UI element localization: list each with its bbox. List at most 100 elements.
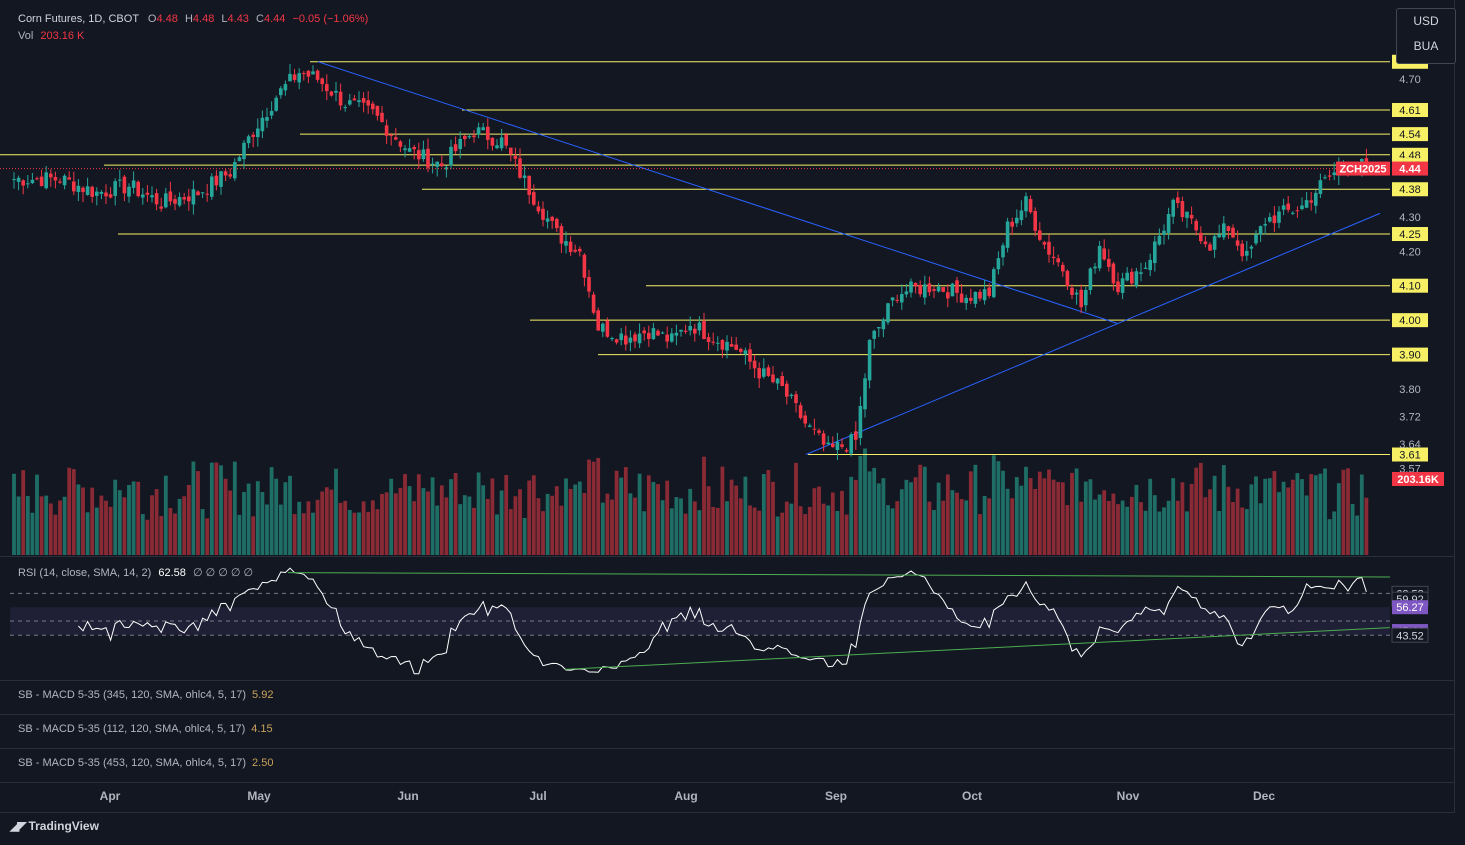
candle-body <box>1194 220 1198 231</box>
volume-bar <box>274 478 279 555</box>
candle-body <box>509 147 513 155</box>
candle <box>1286 196 1290 213</box>
candle <box>748 342 752 370</box>
candle <box>849 432 853 457</box>
candle-body <box>481 127 485 131</box>
unit-label[interactable]: BUA <box>1413 39 1439 53</box>
candle-body <box>1001 245 1005 258</box>
candle-body <box>228 174 232 177</box>
level-tag-text: 3.61 <box>1399 450 1420 462</box>
candle-body <box>53 176 58 181</box>
volume-bar <box>633 497 637 555</box>
candle-body <box>30 179 35 184</box>
volume-bar <box>131 481 136 555</box>
tradingview-logo[interactable]: ◢◤ TradingView <box>10 819 99 833</box>
candle <box>196 190 200 196</box>
candle-body <box>191 189 196 205</box>
candle <box>1139 262 1143 282</box>
candle-body <box>1070 287 1074 295</box>
candle-body <box>1097 245 1102 269</box>
candle-body <box>794 394 798 404</box>
candle-body <box>375 105 380 116</box>
volume-bar <box>692 501 697 555</box>
volume-bar <box>1231 502 1235 555</box>
volume-bar <box>25 496 30 555</box>
candle <box>476 122 481 139</box>
candle-body <box>596 310 600 331</box>
candle <box>1217 224 1221 238</box>
volume-bar <box>508 509 513 555</box>
candle-body <box>200 192 205 194</box>
candle-body <box>265 117 269 121</box>
volume-bar <box>798 506 803 555</box>
currency-label[interactable]: USD <box>1413 14 1439 28</box>
candle <box>665 326 669 349</box>
level-price-tag: 4.00 <box>1392 313 1428 328</box>
candle <box>1074 289 1079 305</box>
candle-body <box>808 425 812 427</box>
candle-body <box>113 181 117 196</box>
volume-bar <box>163 475 168 555</box>
candle-body <box>913 282 918 287</box>
price-tick-label: 4.20 <box>1399 246 1420 258</box>
candle <box>306 69 311 84</box>
candle-body <box>1327 175 1332 177</box>
candle <box>1093 262 1097 274</box>
candle-body <box>104 192 108 197</box>
candle-body <box>1107 258 1111 267</box>
rsi-tag-bg <box>1392 600 1428 615</box>
candle <box>1295 206 1300 218</box>
candle <box>380 106 384 123</box>
candle <box>1056 254 1060 267</box>
volume-bar <box>472 507 476 555</box>
volume-bar <box>255 481 260 555</box>
candle-body <box>21 180 25 186</box>
volume-bar <box>849 476 854 555</box>
candle-body <box>205 193 209 195</box>
candle <box>1254 230 1258 246</box>
candle-body <box>803 415 807 424</box>
candle <box>274 95 278 112</box>
volume-bar <box>541 511 545 555</box>
currency-unit-selector[interactable]: USD BUA <box>1396 8 1456 64</box>
candle <box>831 436 835 448</box>
volume-bar <box>752 507 757 555</box>
candle-body <box>1176 197 1180 204</box>
candle-body <box>403 148 407 151</box>
candle <box>444 165 449 178</box>
candle <box>30 172 35 185</box>
candle <box>936 283 941 293</box>
candle-body <box>58 181 62 183</box>
rsi-value-tag: 43.52 <box>1391 627 1429 643</box>
volume-bar <box>1019 485 1024 555</box>
candle <box>550 215 554 229</box>
candle <box>1263 217 1267 235</box>
candle-body <box>982 289 987 301</box>
candle <box>854 421 858 450</box>
volume-tag-bg <box>1392 472 1444 486</box>
volume-bar <box>1083 481 1088 555</box>
volume-bar <box>1102 490 1107 555</box>
volume-bar <box>30 512 35 555</box>
candle-body <box>1051 256 1056 259</box>
volume-bar <box>991 455 996 555</box>
candle-body <box>1258 226 1263 235</box>
candle <box>1268 212 1272 223</box>
candle <box>1222 215 1226 241</box>
candle-body <box>573 249 577 252</box>
candle-body <box>1318 180 1323 194</box>
level-tag-bg <box>1392 127 1428 142</box>
volume-bar <box>393 493 398 555</box>
candle <box>582 253 587 287</box>
candle <box>674 324 679 346</box>
volume-bar <box>927 501 932 555</box>
volume-bar <box>71 469 76 555</box>
volume-bar <box>145 519 150 555</box>
volume-bar <box>324 487 329 555</box>
candle <box>141 187 145 205</box>
candle <box>1153 236 1157 272</box>
candle-body <box>1074 292 1079 295</box>
candle <box>398 139 403 153</box>
candle <box>1189 206 1194 225</box>
